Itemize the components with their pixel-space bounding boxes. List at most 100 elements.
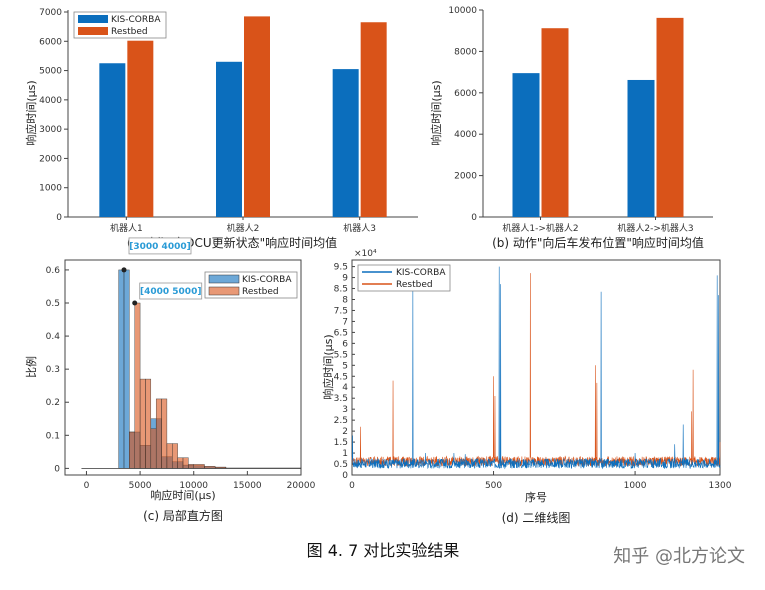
- y-tick-label: 9: [342, 274, 348, 284]
- chart-c-xlabel: 响应时间(μs): [150, 488, 215, 502]
- chart-a-ylabel: 响应时间(μs): [24, 80, 38, 145]
- y-tick-label: 8.5: [334, 285, 348, 295]
- watermark: 知乎 @北方论文: [613, 546, 745, 567]
- y-tick-label: 8: [342, 295, 348, 305]
- bar-kis-corba-0: [512, 73, 540, 217]
- bar-kis-corba-1: [627, 79, 655, 217]
- chart-c-legend: KIS-CORBA Restbed: [204, 271, 298, 299]
- chart-b-ylabel: 响应时间(μs): [429, 80, 443, 145]
- x-tick-label: 机器人3: [343, 222, 376, 234]
- x-tick-label: 1000: [624, 481, 647, 491]
- chart-c: 00.10.20.30.40.50.60 5000 10000 15000 20000 …: [24, 237, 316, 523]
- datatip-marker: [121, 267, 127, 273]
- x-tick-label: 20000: [287, 481, 316, 491]
- y-tick-label: 0: [342, 471, 348, 481]
- y-tick-label: 8000: [454, 47, 477, 57]
- y-tick-label: 0.5: [334, 460, 348, 470]
- x-tick-label: 500: [485, 481, 502, 491]
- figure-caption: 图 4. 7 对比实验结果: [307, 541, 460, 560]
- hist-bar-restbed-13: [188, 464, 194, 469]
- y-tick-label: 10000: [448, 6, 477, 16]
- y-tick-label: 0.3: [46, 365, 60, 375]
- y-tick-label: 7: [342, 317, 348, 327]
- datatip-label: [3000 4000]: [129, 242, 190, 252]
- x-tick-label: 5000: [129, 481, 152, 491]
- bar-kis-corba-0: [99, 63, 126, 217]
- bar-kis-corba-2: [332, 69, 359, 217]
- chart-c-ylabel: 比例: [24, 356, 38, 378]
- bar-restbed-2: [360, 22, 387, 217]
- x-tick-label: 机器人1: [110, 222, 143, 234]
- y-tick-label: 4000: [454, 130, 477, 140]
- y-tick-label: 4: [342, 383, 348, 393]
- y-tick-label: 4.5: [334, 372, 348, 382]
- y-tick-label: 0.2: [46, 398, 60, 408]
- hist-bar-restbed-7: [155, 398, 162, 469]
- y-tick-label: 5.5: [334, 350, 348, 360]
- bar-kis-corba-1: [216, 61, 242, 218]
- chart-d: 00.511.522.533.544.555.566.577.588.599.5…: [321, 249, 732, 525]
- y-tick-label: 5: [342, 361, 348, 371]
- series-line-kis-corba: [351, 266, 721, 470]
- y-tick-label: 0: [56, 213, 62, 223]
- y-tick-label: 2: [342, 427, 348, 437]
- y-tick-label: 6000: [39, 37, 62, 47]
- x-tick-label: 机器人1->机器人2: [502, 222, 578, 234]
- hist-bar-restbed-9: [166, 443, 173, 469]
- y-tick-label: 3: [342, 405, 348, 415]
- x-tick-label: 1300: [709, 481, 732, 491]
- y-tick-label: 5000: [39, 67, 62, 77]
- chart-a: 0 1000 2000 3000 4000 5000 6000 7000 机器人1 机器人2 机器…: [24, 8, 418, 250]
- y-tick-label: 0.1: [46, 431, 60, 441]
- y-tick-label: 0.4: [46, 332, 61, 342]
- y-tick-label: 2000: [454, 172, 477, 182]
- y-tick-label: 6: [342, 339, 348, 349]
- chart-b: 0 2000 4000 6000 8000 10000 机器人1->机器人2 机器人2->机…: [429, 6, 713, 250]
- legend-label-kis: KIS-CORBA: [242, 275, 292, 285]
- y-tick-label: 1.5: [334, 438, 348, 448]
- y-tick-label: 3.5: [334, 394, 348, 404]
- legend-label-kis: KIS-CORBA: [396, 268, 446, 278]
- y-tick-label: 9.5: [334, 263, 348, 273]
- y-tick-label: 3000: [39, 125, 62, 135]
- y-tick-label: 0.5: [46, 299, 60, 309]
- hist-bar-kis-corba-1: [123, 269, 130, 469]
- chart-d-xlabel: 序号: [525, 490, 547, 504]
- y-tick-label: 0: [471, 213, 477, 223]
- y-tick-label: 2000: [39, 154, 62, 164]
- legend-swatch-kis: [78, 15, 108, 23]
- datatip-label: [4000 5000]: [140, 287, 201, 297]
- hist-bar-kis-corba-0: [118, 269, 125, 469]
- legend-swatch-kis: [208, 274, 240, 284]
- hist-bar-restbed-11: [177, 457, 184, 469]
- hist-bar-restbed-4: [139, 378, 146, 469]
- y-tick-label: 2.5: [334, 416, 348, 426]
- legend-swatch-rest: [208, 286, 240, 296]
- x-tick-label: 0: [84, 481, 90, 491]
- x-tick-label: 10000: [179, 481, 208, 491]
- hist-bar-restbed-2: [129, 431, 135, 469]
- chart-c-caption: (c) 局部直方图: [143, 508, 223, 523]
- chart-a-legend: KIS-CORBA Restbed: [73, 11, 167, 39]
- y-tick-label: 0.6: [46, 266, 61, 276]
- legend-label-rest: Restbed: [396, 280, 433, 290]
- y-tick-label: 1000: [39, 184, 62, 194]
- chart-d-caption: (d) 二维线图: [502, 511, 571, 525]
- legend-swatch-rest: [78, 27, 108, 35]
- hist-bar-restbed-5: [145, 378, 152, 469]
- y-tick-label: 6.5: [334, 328, 348, 338]
- bar-restbed-1: [244, 16, 270, 218]
- chart-b-caption: (b) 动作"向后车发布位置"响应时间均值: [492, 235, 704, 250]
- x-tick-label: 0: [349, 481, 355, 491]
- x-tick-label: 机器人2->机器人3: [617, 222, 693, 234]
- hist-bar-restbed-6: [150, 428, 157, 469]
- hist-bar-restbed-14: [193, 464, 205, 469]
- bar-restbed-0: [127, 40, 154, 218]
- bar-restbed-0: [541, 28, 569, 217]
- chart-d-legend: KIS-CORBA Restbed: [357, 264, 451, 292]
- y-tick-label: 7.5: [334, 306, 348, 316]
- datatip-marker: [132, 300, 138, 306]
- datatip-box: [139, 282, 203, 300]
- bar-restbed-1: [656, 17, 684, 218]
